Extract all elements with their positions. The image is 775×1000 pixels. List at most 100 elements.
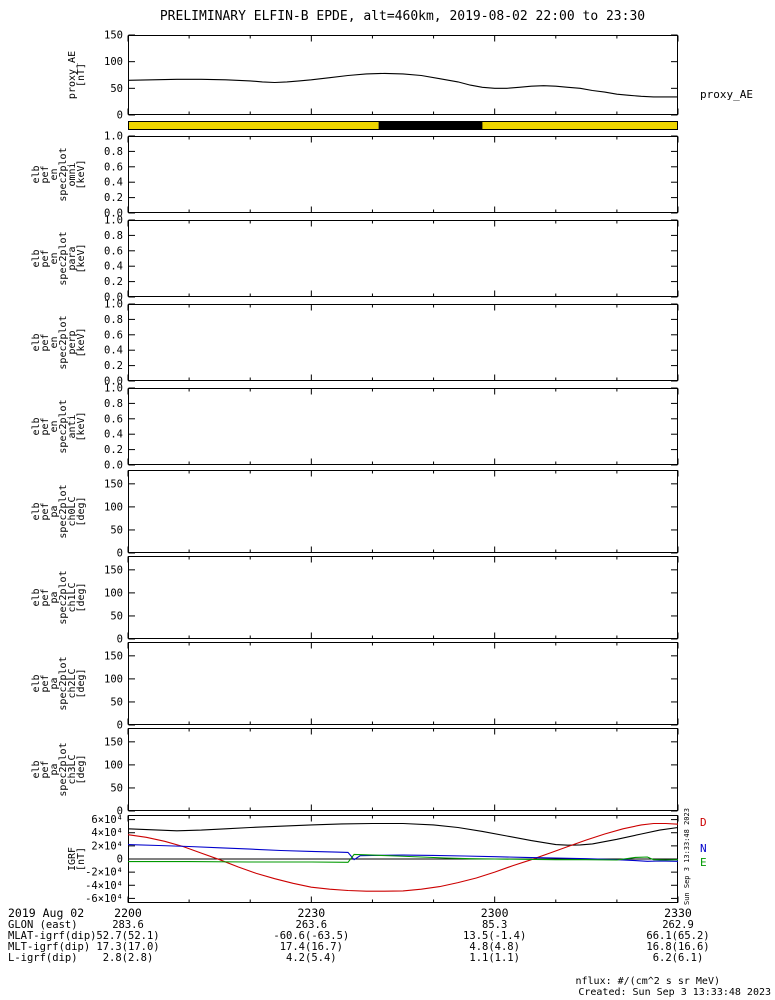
y-axis-label-word: [keV] [76,243,87,273]
panel-box [128,642,678,725]
y-axis-label-word: spec2plot [58,147,69,201]
ephemeris-value: 283.6 [112,919,144,931]
y-axis-label-word: [deg] [76,582,87,612]
availability-bar-outline [128,121,678,130]
y-tick-label: 0 [117,720,123,732]
ephemeris-row: L-igrf(dip) 2.8(2.8) 4.2(5.4) 1.1(1.1) 6.2(6… [0,952,775,964]
y-tick-label: 0.0 [104,292,123,304]
panel-anti: 0.0 0.2 0.4 0.6 0.8 1.0 elbpefenspec2plotanti[… [31,383,679,472]
ephemeris-value: -60.6(-63.5) [273,930,350,942]
y-axis-label-word: en [49,168,60,180]
y-axis-label-word: pef [40,165,51,183]
y-tick-label: 1.0 [104,299,123,311]
ephemeris-value: 17.3(17.0) [96,941,160,953]
availability-segment [482,121,678,130]
y-axis-label-word: elb [31,588,42,606]
ephemeris-row-label: MLAT-igrf(dip) [8,930,97,942]
side-created-timestamp: Sun Sep 3 13:33:48 2023 [683,808,691,905]
y-axis-label-word: en [49,336,60,348]
y-axis-label-word: spec2plot [58,231,69,285]
y-axis-label-word: perp [67,330,78,354]
y-axis-label-word: ch2LC [67,668,78,698]
y-axis-label-word: elb [31,760,42,778]
y-tick-label: 150 [104,30,123,42]
y-tick-label: 0.4 [104,177,123,189]
x-axis-tick-label: 2200 [114,906,142,920]
x-axis-date-label: 2019 Aug 02 [8,906,85,920]
y-tick-label: 0.8 [104,230,123,242]
flux-units-note: nflux: #/(cm^2 s sr MeV) [575,976,721,987]
y-tick-label: 150 [104,478,123,490]
y-tick-label: 1.0 [104,215,123,227]
y-axis-label-word: elb [31,333,42,351]
igrf-legend-e: E [700,856,707,869]
y-axis-label-word: spec2plot [58,399,69,453]
y-axis-label-word: spec2plot [58,484,69,538]
series-B [127,822,679,846]
ephemeris-value: 17.4(16.7) [279,941,343,953]
y-axis-label-word: spec2plot [58,570,69,624]
y-axis-label-word: [deg] [76,754,87,784]
panel-box [128,304,678,381]
panel-box [128,728,678,811]
availability-segment [378,121,483,130]
y-tick-label: 0.8 [104,398,123,410]
ephemeris-value: 262.9 [662,919,694,931]
panel-box [128,470,678,553]
y-axis-label-word: [nT] [76,847,87,871]
y-axis-label-word: IGRF [67,847,78,871]
y-axis-label-word: proxy_AE [67,51,78,99]
y-axis-label-word: pef [40,760,51,778]
y-axis-label-word: [nT] [76,63,87,87]
y-axis-label-word: pa [49,763,60,775]
y-tick-label: 0.2 [104,192,123,204]
y-tick-label: 100 [104,587,123,599]
panel-omni: 0.0 0.2 0.4 0.6 0.8 1.0 elbpefenspec2plotomni[… [31,131,679,220]
proxy-ae-trace-label: proxy_AE [700,88,753,101]
availability-segment [128,121,379,130]
ephemeris-value: 1.1(1.1) [469,952,520,964]
ephemeris-value: 85.3 [482,919,508,931]
y-tick-label: 0.8 [104,146,123,158]
y-tick-label: 4×10⁴ [91,827,123,839]
panel-perp: 0.0 0.2 0.4 0.6 0.8 1.0 elbpefenspec2plotperp[… [31,299,679,388]
ephemeris-row-label: L-igrf(dip) [8,952,78,964]
ephemeris-value: 13.5(-1.4) [463,930,527,942]
y-tick-label: 0 [117,110,123,122]
y-tick-label: 100 [104,673,123,685]
y-tick-label: 100 [104,501,123,513]
y-tick-label: 0.4 [104,261,123,273]
y-tick-label: -6×10⁴ [85,893,123,905]
y-tick-label: 0.8 [104,314,123,326]
y-tick-label: 0.2 [104,276,123,288]
y-axis-label-word: para [67,246,78,270]
y-axis-label-word: anti [67,414,78,438]
y-axis-label-word: elb [31,249,42,267]
y-tick-label: 100 [104,759,123,771]
y-tick-label: -2×10⁴ [85,867,123,879]
y-axis-label-word: [keV] [76,327,87,357]
y-axis-label-word: elb [31,674,42,692]
panel-box [128,220,678,297]
panel-box [128,35,678,115]
series-E [128,853,679,863]
y-axis-label-word: pef [40,502,51,520]
y-axis-label-word: pef [40,588,51,606]
series-D [127,822,679,892]
y-axis-label-word: en [49,420,60,432]
y-axis-label-word: ch3LC [67,754,78,784]
igrf-legend-n: N [700,842,707,855]
panel-box [128,556,678,639]
y-tick-label: 1.0 [104,131,123,143]
y-axis-label-word: en [49,252,60,264]
ephemeris-value: 2.8(2.8) [102,952,154,964]
y-axis-label-word: pef [40,249,51,267]
y-tick-label: 0 [117,854,123,866]
y-axis-label-word: pa [49,505,60,517]
series-proxy_AE [127,72,678,98]
